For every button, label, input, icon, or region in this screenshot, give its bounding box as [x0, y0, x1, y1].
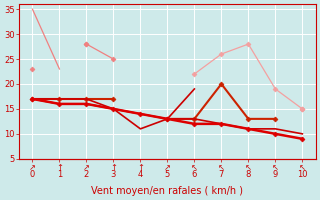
X-axis label: Vent moyen/en rafales ( km/h ): Vent moyen/en rafales ( km/h ): [92, 186, 244, 196]
